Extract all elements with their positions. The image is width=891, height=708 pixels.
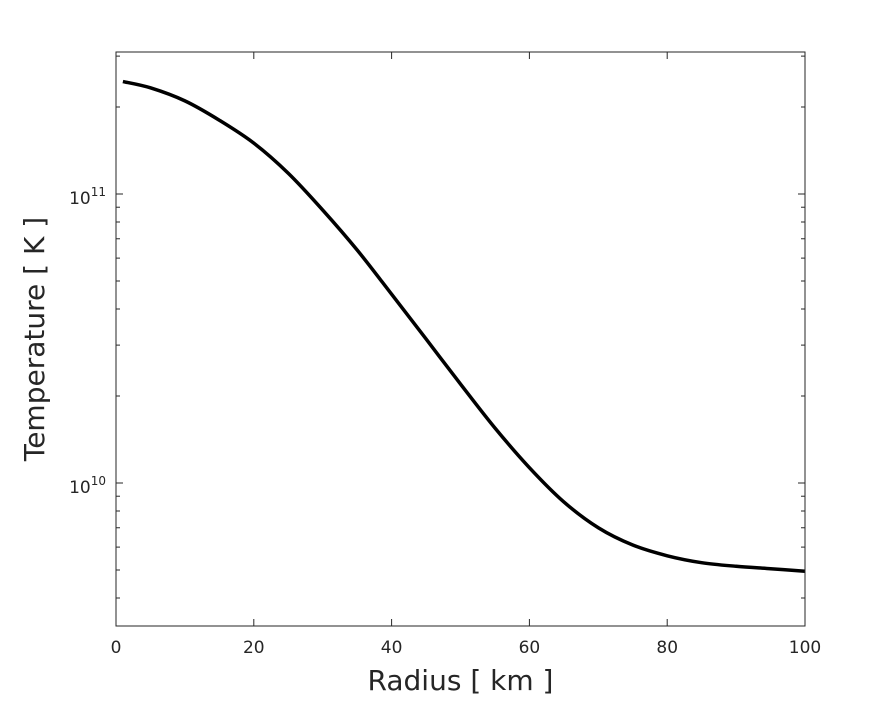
x-tick-label: 80 [656, 638, 678, 658]
x-tick-labels: 0 20 40 60 80 100 [111, 638, 822, 658]
y-tick-label: 1010 [69, 474, 106, 498]
series-layer [122, 79, 806, 573]
x-tick-label: 0 [111, 638, 122, 658]
x-axis-label: Radius [ km ] [368, 664, 554, 697]
plot-frame [115, 51, 806, 627]
x-tick-label: 20 [243, 638, 265, 658]
x-tick-label: 100 [789, 638, 821, 658]
y-tick-label: 1011 [69, 185, 106, 209]
plot-area [116, 52, 805, 626]
minor-ticks [116, 55, 805, 599]
y-tick-labels: 1010 1011 [69, 185, 106, 498]
series-line [122, 79, 806, 573]
x-tick-label: 40 [381, 638, 403, 658]
x-tick-label: 60 [519, 638, 541, 658]
y-axis-label: Temperature [ K ] [18, 217, 51, 462]
